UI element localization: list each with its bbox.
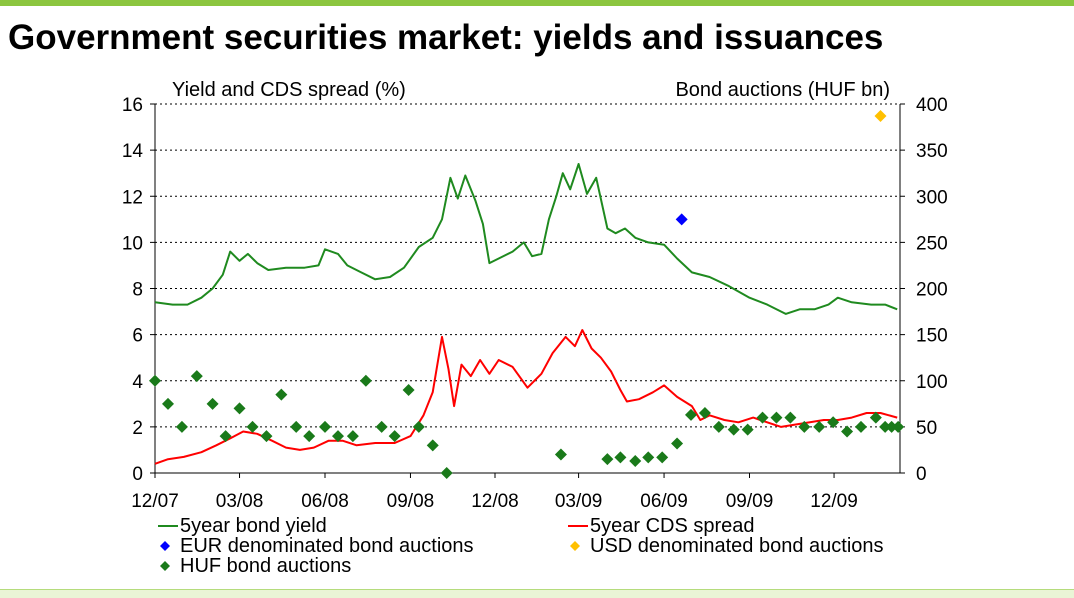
right-tick-label: 150 [916,326,948,347]
huf-bond-auctions-point [892,420,905,433]
huf-bond-auctions-point [290,420,303,433]
huf-bond-auctions-point [741,423,754,436]
huf-bond-auctions-point [756,411,769,424]
x-tick-label: 12/09 [810,491,858,512]
huf-bond-auctions-point [671,437,684,450]
x-tick-label: 12/08 [471,491,519,512]
legend-label-huf-bond-auctions: HUF bond auctions [180,555,351,577]
5year-bond-yield-line [154,163,898,315]
right-tick-label: 300 [916,187,948,208]
right-tick-label: 0 [916,464,927,485]
legend-label-eur-denominated-bond-auctions: EUR denominated bond auctions [180,535,474,557]
huf-bond-auctions-point [375,420,388,433]
huf-bond-auctions-point [219,430,232,443]
usd-denominated-bond-auctions-point [874,109,887,122]
eur-denominated-bond-auctions-point [675,213,688,226]
legend-label-usd-denominated-bond-auctions: USD denominated bond auctions [590,535,884,557]
huf-bond-auctions-point [233,402,246,415]
right-tick-label: 250 [916,233,948,254]
huf-bond-auctions-point [601,453,614,466]
huf-bond-auctions-point [698,407,711,420]
huf-bond-auctions-point [388,430,401,443]
slide-title: Government securities market: yields and… [8,18,884,57]
legend-swatch-eur-denominated-bond-auctions [160,541,170,551]
huf-bond-auctions-point [770,411,783,424]
huf-bond-auctions-point [813,420,826,433]
right-tick-label: 50 [916,418,937,439]
right-tick-label: 200 [916,280,948,301]
huf-bond-auctions-point [246,420,259,433]
right-tick-label: 350 [916,141,948,162]
left-tick-label: 10 [122,233,143,254]
huf-bond-auctions-point [440,467,453,479]
right-tick-label: 400 [916,95,948,116]
legend-swatch-usd-denominated-bond-auctions [570,541,580,551]
left-tick-label: 2 [132,418,143,439]
huf-bond-auctions-point [712,420,725,433]
huf-bond-auctions-point [175,420,188,433]
huf-bond-auctions-point [318,420,331,433]
right-axis-label: Bond auctions (HUF bn) [675,79,890,101]
huf-bond-auctions-point [614,451,627,464]
left-tick-label: 0 [132,464,143,485]
huf-bond-auctions-point [426,439,439,452]
huf-bond-auctions-point [260,430,273,443]
left-tick-label: 8 [132,280,143,301]
gridlines [155,103,900,428]
huf-bond-auctions-point [162,397,175,410]
x-tick-label: 06/08 [301,491,349,512]
left-axis-label: Yield and CDS spread (%) [172,79,406,101]
huf-bond-auctions-point [149,374,161,387]
legend-label-5year-cds-spread: 5year CDS spread [590,515,755,537]
legend-swatch-huf-bond-auctions [160,561,170,571]
axes: Yield and CDS spread (%) Bond auctions (… [122,79,948,512]
series-layer [149,109,905,479]
huf-bond-auctions-point [629,455,642,468]
huf-bond-auctions-point [656,451,669,464]
legend-label-5year-bond-yield: 5year bond yield [180,515,327,537]
x-tick-label: 03/08 [216,491,264,512]
huf-bond-auctions-point [206,397,219,410]
left-tick-label: 16 [122,95,143,116]
huf-bond-auctions-point [303,430,316,443]
legend: 5year bond yield 5year CDS spread EUR deno… [158,515,884,577]
huf-bond-auctions-point [642,451,655,464]
huf-bond-auctions-point [869,411,882,424]
5year-cds-spread-line [154,329,898,465]
x-tick-label: 09/09 [726,491,774,512]
huf-bond-auctions-point [784,411,797,424]
top-accent-bar [0,0,1074,6]
huf-bond-auctions-point [346,430,359,443]
huf-bond-auctions-point [275,388,288,401]
huf-bond-auctions-point [827,416,840,429]
huf-bond-auctions-point [331,430,344,443]
huf-bond-auctions-point [885,420,898,433]
x-tick-label: 12/07 [131,491,179,512]
left-tick-label: 4 [132,372,143,393]
huf-bond-auctions-point [402,383,415,396]
left-tick-label: 12 [122,187,143,208]
huf-bond-auctions-point [684,408,697,421]
huf-bond-auctions-point [554,448,567,461]
huf-bond-auctions-point [798,420,811,433]
bottom-accent-bar [0,589,1074,598]
x-tick-label: 06/09 [640,491,688,512]
x-tick-label: 09/08 [387,491,435,512]
right-tick-label: 100 [916,372,948,393]
left-tick-label: 6 [132,326,143,347]
huf-bond-auctions-point [359,374,372,387]
huf-bond-auctions-point [190,370,203,383]
huf-bond-auctions-point [854,420,867,433]
left-tick-label: 14 [122,141,144,162]
huf-bond-auctions-point [727,423,740,436]
huf-bond-auctions-point [879,420,892,433]
x-tick-label: 03/09 [555,491,603,512]
huf-bond-auctions-point [412,420,425,433]
huf-bond-auctions-point [841,425,854,438]
